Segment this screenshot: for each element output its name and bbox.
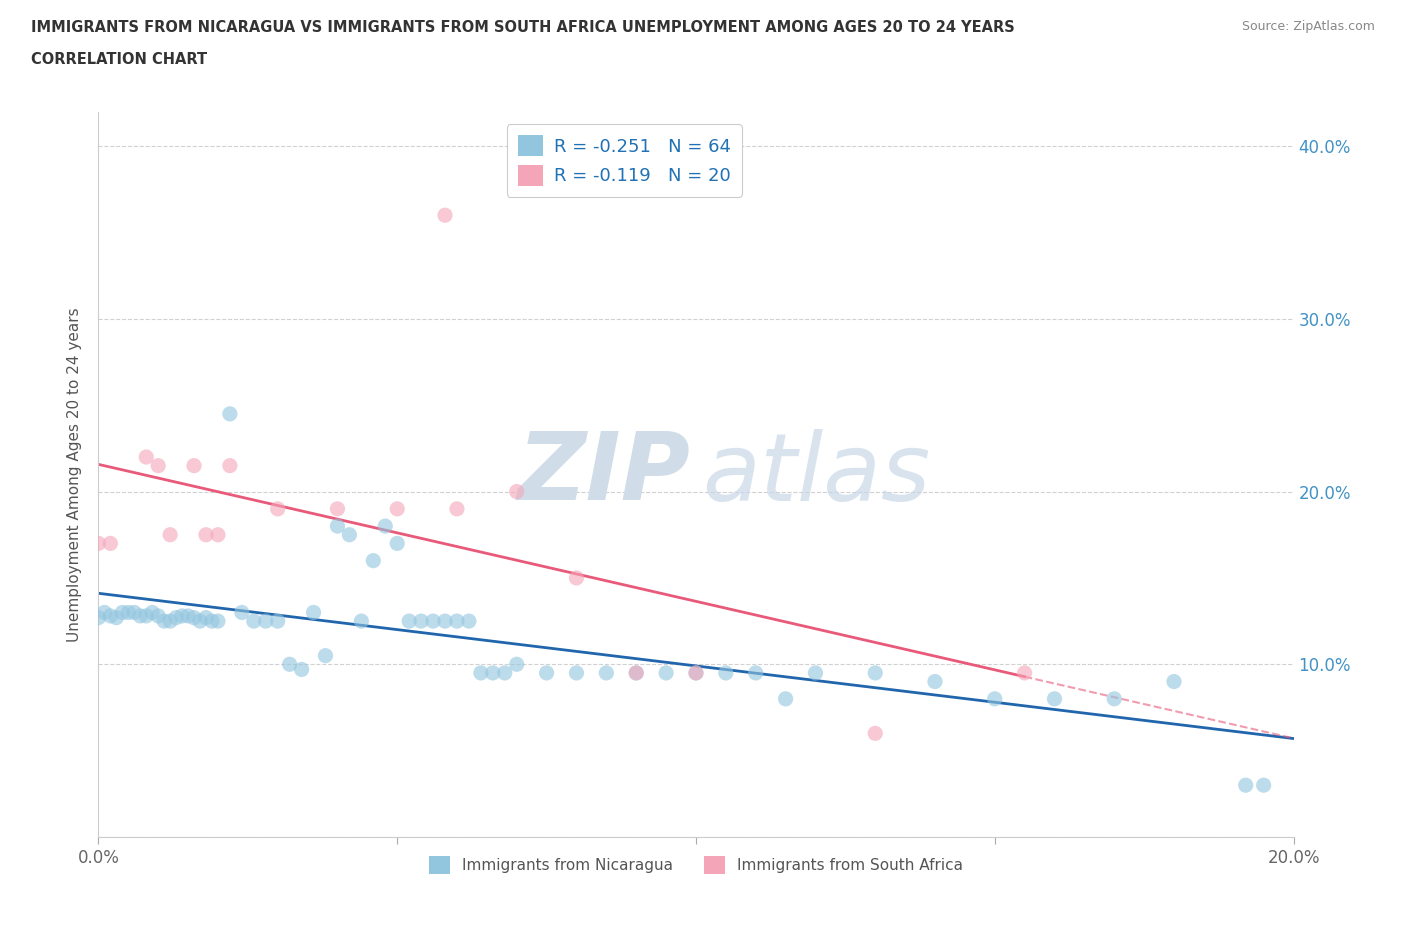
Point <box>536 666 558 681</box>
Point <box>1163 674 1185 689</box>
Point <box>411 614 433 629</box>
Point <box>302 605 325 620</box>
Point <box>278 657 301 671</box>
Point <box>148 458 170 473</box>
Point <box>434 207 457 222</box>
Point <box>177 608 200 623</box>
Point <box>254 614 277 629</box>
Point <box>195 610 218 625</box>
Point <box>804 666 827 681</box>
Point <box>363 553 385 568</box>
Point <box>374 519 396 534</box>
Point <box>506 485 529 499</box>
Legend: Immigrants from Nicaragua, Immigrants from South Africa: Immigrants from Nicaragua, Immigrants fr… <box>422 850 970 880</box>
Point <box>1014 666 1036 681</box>
Point <box>626 666 648 681</box>
Point <box>98 536 122 551</box>
Point <box>231 605 253 620</box>
Point <box>188 614 211 629</box>
Point <box>446 501 468 516</box>
Point <box>626 666 648 681</box>
Point <box>446 614 468 629</box>
Text: CORRELATION CHART: CORRELATION CHART <box>31 52 207 67</box>
Point <box>207 614 229 629</box>
Point <box>745 666 768 681</box>
Point <box>326 519 349 534</box>
Point <box>655 666 678 681</box>
Point <box>124 605 146 620</box>
Point <box>315 648 337 663</box>
Point <box>291 662 314 677</box>
Point <box>326 501 349 516</box>
Point <box>87 610 110 625</box>
Point <box>267 614 290 629</box>
Text: atlas: atlas <box>702 429 931 520</box>
Point <box>267 501 290 516</box>
Point <box>434 614 457 629</box>
Point <box>93 605 115 620</box>
Point <box>385 536 409 551</box>
Point <box>172 608 194 623</box>
Point <box>350 614 373 629</box>
Point <box>1234 777 1257 792</box>
Point <box>117 605 139 620</box>
Y-axis label: Unemployment Among Ages 20 to 24 years: Unemployment Among Ages 20 to 24 years <box>67 307 83 642</box>
Point <box>1253 777 1275 792</box>
Point <box>865 726 887 741</box>
Point <box>470 666 492 681</box>
Point <box>243 614 266 629</box>
Point <box>219 458 242 473</box>
Point <box>924 674 946 689</box>
Point <box>165 610 187 625</box>
Text: Source: ZipAtlas.com: Source: ZipAtlas.com <box>1241 20 1375 33</box>
Point <box>105 610 128 625</box>
Point <box>865 666 887 681</box>
Point <box>775 691 797 706</box>
Point <box>98 608 122 623</box>
Text: IMMIGRANTS FROM NICARAGUA VS IMMIGRANTS FROM SOUTH AFRICA UNEMPLOYMENT AMONG AGE: IMMIGRANTS FROM NICARAGUA VS IMMIGRANTS … <box>31 20 1015 35</box>
Point <box>422 614 444 629</box>
Point <box>111 605 134 620</box>
Point <box>148 608 170 623</box>
Point <box>458 614 481 629</box>
Point <box>595 666 617 681</box>
Point <box>494 666 516 681</box>
Point <box>1104 691 1126 706</box>
Point <box>201 614 224 629</box>
Point <box>129 608 152 623</box>
Point <box>685 666 707 681</box>
Point <box>685 666 707 681</box>
Point <box>385 501 409 516</box>
Point <box>219 406 242 421</box>
Point <box>984 691 1007 706</box>
Point <box>207 527 229 542</box>
Point <box>339 527 361 542</box>
Point <box>714 666 737 681</box>
Point <box>153 614 176 629</box>
Point <box>159 614 181 629</box>
Point <box>183 458 205 473</box>
Point <box>506 657 529 671</box>
Text: ZIP: ZIP <box>517 429 690 520</box>
Point <box>565 666 588 681</box>
Point <box>398 614 420 629</box>
Point <box>135 449 157 464</box>
Point <box>183 610 205 625</box>
Point <box>1043 691 1066 706</box>
Point <box>482 666 505 681</box>
Point <box>565 570 588 585</box>
Point <box>135 608 157 623</box>
Point <box>159 527 181 542</box>
Point <box>141 605 163 620</box>
Point <box>87 536 110 551</box>
Point <box>195 527 218 542</box>
